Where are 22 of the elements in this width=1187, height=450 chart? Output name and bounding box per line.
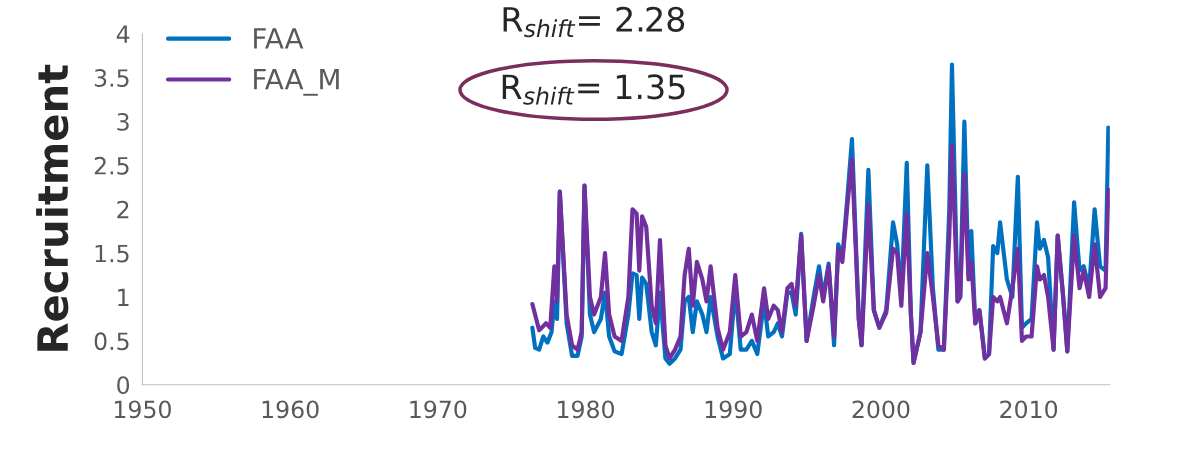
x-tick-label: 1960	[262, 400, 319, 419]
annotation: R$_{shift}$= 2.28	[503, 6, 685, 38]
x-tick-label: 1950	[114, 400, 171, 419]
y-tick-label: 3.5	[94, 69, 129, 87]
x-tick-label: 1970	[410, 400, 467, 419]
x-tick-label: 1990	[705, 400, 762, 419]
y-axis-title: Recruitment	[36, 64, 69, 351]
y-tick-label: 3	[117, 112, 129, 131]
legend-label: FAA_M	[254, 68, 339, 96]
y-tick-label: 2	[117, 200, 129, 219]
y-tick-label: 4	[116, 25, 130, 43]
y-tick-label: 0	[117, 376, 130, 395]
legend-label: FAA	[254, 28, 304, 49]
line-series	[530, 143, 1110, 365]
y-tick-label: 0.5	[94, 332, 129, 351]
y-tick-label: 1	[118, 288, 129, 306]
x-tick-label: 1980	[558, 400, 614, 419]
annotation: R$_{shift}$= 1.35	[502, 74, 685, 105]
y-tick-label: 2.5	[94, 156, 129, 175]
x-tick-label: 2000	[852, 400, 910, 419]
y-tick-label: 1.5	[95, 244, 129, 263]
x-tick-label: 2010	[1000, 400, 1058, 419]
